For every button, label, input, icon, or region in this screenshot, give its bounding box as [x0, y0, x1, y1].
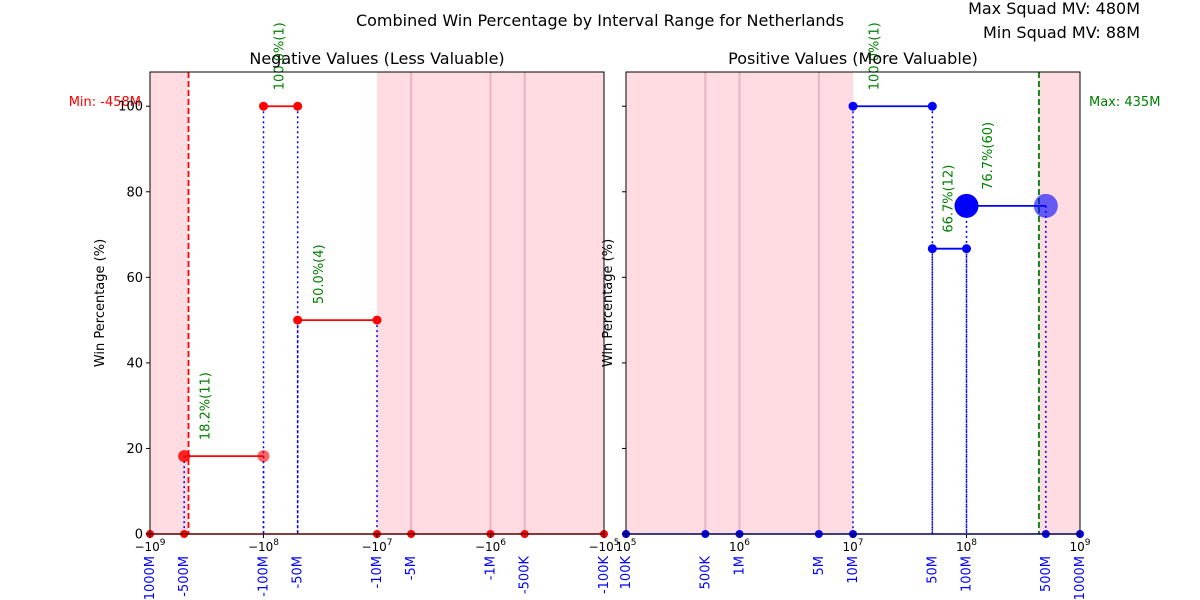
x-tick-label: 106: [729, 538, 750, 554]
y-axis-label: Win Percentage (%): [93, 239, 108, 367]
custom-tick-label: -1M: [484, 556, 499, 580]
y-tick-label: 60: [126, 271, 143, 286]
y-tick-label: 80: [126, 185, 143, 200]
data-label: 100.0%(1): [273, 22, 288, 90]
y-tick-label: 40: [126, 356, 143, 371]
custom-tick-label: -50M: [291, 556, 306, 588]
custom-tick-label: -100M: [257, 556, 272, 597]
x-tick-label: −109: [134, 538, 165, 554]
negative-values-panel: Min: -458M 18.2%(11) 100.0%(1) 50.0%(4) 0 20 4…: [69, 22, 620, 600]
x-tick-label: −107: [361, 538, 392, 554]
panel-title: Positive Values (More Valuable): [728, 49, 978, 68]
custom-tick-label: 500K: [698, 556, 713, 590]
segment-start-point: [848, 101, 858, 111]
shaded-region: [1038, 72, 1080, 534]
data-label: 50.0%(4): [312, 244, 327, 304]
reference-label: Min: -458M: [69, 95, 141, 110]
custom-tick-label: -10M: [370, 556, 385, 588]
segment-end-point: [962, 244, 971, 254]
custom-tick-label: 5M: [812, 556, 827, 576]
custom-tick-label: 50M: [925, 556, 940, 584]
segment-end-point: [257, 450, 270, 463]
x-tick-label: 107: [842, 538, 863, 554]
x-tick-label: −106: [475, 538, 506, 554]
custom-tick-label: 500M: [1039, 556, 1054, 592]
y-axis-label: Win Percentage (%): [601, 239, 616, 367]
custom-tick-label: -500K: [518, 556, 533, 595]
segment-end-point: [372, 315, 382, 325]
x-tick-label: −108: [248, 538, 279, 554]
x-tick-label: 109: [1069, 538, 1090, 554]
segment-end-point: [927, 101, 937, 111]
max-squad-mv: Max Squad MV: 480M: [968, 0, 1140, 18]
custom-tick-label: -5M: [404, 556, 419, 580]
y-tick-label: 0: [135, 528, 143, 543]
segment-start-point: [178, 450, 191, 463]
custom-tick-label: 10M: [846, 556, 861, 584]
x-tick-label: 108: [956, 538, 977, 554]
segment-start-point: [954, 193, 979, 218]
min-squad-mv: Min Squad MV: 88M: [983, 23, 1140, 42]
panel-title: Negative Values (Less Valuable): [249, 49, 504, 68]
data-label: 100.0%(1): [868, 22, 883, 90]
data-label: 18.2%(11): [199, 372, 214, 440]
custom-tick-label: 100M: [960, 556, 975, 592]
segment-start-point: [293, 315, 303, 325]
custom-tick-label: 100K: [619, 556, 634, 590]
custom-tick-label: -100K: [597, 556, 612, 595]
y-tick-label: 20: [126, 442, 143, 457]
reference-label: Max: 435M: [1089, 95, 1160, 110]
x-tick-label: 105: [615, 538, 636, 554]
shaded-region: [150, 72, 189, 534]
data-label: 76.7%(60): [981, 122, 996, 190]
segment-start-point: [927, 244, 937, 254]
x-tick-label: −105: [588, 538, 619, 554]
segment-end-point: [1033, 193, 1058, 218]
custom-tick-label: -500M: [177, 556, 192, 597]
segment-end-point: [293, 101, 303, 111]
positive-values-panel: Max: 435M 100.0%(1) 66.7%(12) 76.7%(60) Win …: [601, 22, 1160, 600]
custom-tick-label: -1000M: [143, 556, 158, 600]
figure-title: Combined Win Percentage by Interval Rang…: [356, 11, 844, 30]
segment-start-point: [259, 101, 268, 111]
custom-tick-label: 1000M: [1073, 556, 1088, 600]
data-label: 66.7%(12): [941, 165, 956, 233]
custom-tick-label: 1M: [733, 556, 748, 576]
y-tick-label: 100: [118, 100, 143, 115]
